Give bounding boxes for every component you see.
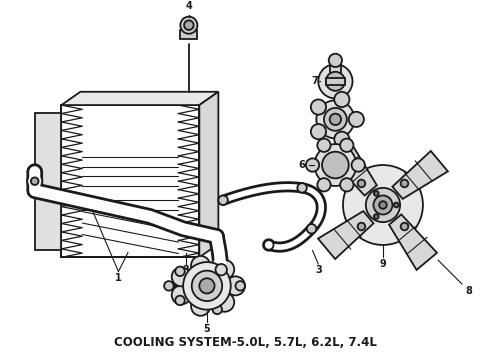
- Circle shape: [31, 177, 39, 185]
- Circle shape: [175, 296, 185, 305]
- Circle shape: [374, 214, 379, 219]
- Text: 8: 8: [465, 285, 472, 296]
- Circle shape: [334, 92, 349, 107]
- Text: 5: 5: [203, 324, 210, 334]
- Polygon shape: [35, 113, 61, 250]
- Circle shape: [192, 271, 222, 301]
- Bar: [180, 30, 197, 40]
- Bar: [61, 105, 199, 257]
- Text: 9: 9: [380, 259, 386, 269]
- Circle shape: [340, 139, 353, 152]
- Circle shape: [366, 188, 400, 222]
- Circle shape: [307, 224, 317, 234]
- Circle shape: [374, 191, 379, 196]
- Circle shape: [401, 223, 408, 230]
- Bar: [326, 77, 345, 85]
- Circle shape: [394, 203, 399, 207]
- Circle shape: [340, 178, 353, 192]
- Circle shape: [213, 305, 222, 314]
- Polygon shape: [199, 92, 219, 257]
- Circle shape: [326, 72, 345, 91]
- Circle shape: [322, 152, 349, 178]
- Bar: [330, 60, 341, 81]
- Circle shape: [373, 195, 392, 215]
- Circle shape: [311, 99, 326, 115]
- Circle shape: [199, 278, 215, 293]
- Circle shape: [191, 297, 210, 316]
- Circle shape: [329, 54, 342, 67]
- Circle shape: [401, 180, 408, 187]
- Text: 7: 7: [311, 76, 318, 86]
- Circle shape: [349, 112, 364, 127]
- Circle shape: [334, 132, 349, 147]
- Text: 6: 6: [299, 160, 305, 170]
- Circle shape: [318, 178, 331, 192]
- Circle shape: [175, 266, 185, 276]
- Circle shape: [311, 124, 326, 139]
- Text: 4: 4: [186, 1, 192, 11]
- Bar: [61, 105, 199, 257]
- Circle shape: [324, 108, 347, 131]
- Circle shape: [306, 158, 319, 172]
- Text: 3: 3: [315, 265, 321, 275]
- Circle shape: [317, 100, 354, 138]
- Circle shape: [191, 256, 210, 275]
- Circle shape: [330, 114, 341, 125]
- Circle shape: [236, 281, 245, 291]
- Text: 2: 2: [183, 265, 190, 275]
- Polygon shape: [329, 140, 377, 195]
- Circle shape: [318, 139, 331, 152]
- Circle shape: [219, 195, 228, 205]
- Circle shape: [215, 260, 234, 279]
- Circle shape: [27, 174, 42, 189]
- Circle shape: [358, 223, 365, 230]
- Circle shape: [377, 199, 389, 211]
- Polygon shape: [61, 92, 219, 105]
- Circle shape: [172, 267, 191, 286]
- Text: COOLING SYSTEM-5.0L, 5.7L, 6.2L, 7.4L: COOLING SYSTEM-5.0L, 5.7L, 6.2L, 7.4L: [114, 337, 376, 350]
- Circle shape: [351, 158, 365, 172]
- Circle shape: [343, 165, 423, 245]
- Circle shape: [215, 293, 234, 312]
- Circle shape: [379, 201, 387, 209]
- Circle shape: [358, 180, 365, 187]
- Circle shape: [164, 281, 173, 291]
- Circle shape: [180, 17, 197, 34]
- Polygon shape: [392, 151, 448, 199]
- Circle shape: [264, 240, 273, 250]
- Circle shape: [213, 258, 222, 267]
- Text: 1: 1: [115, 273, 122, 283]
- Circle shape: [315, 144, 356, 186]
- Circle shape: [216, 264, 227, 275]
- Circle shape: [226, 276, 245, 295]
- Circle shape: [184, 21, 194, 30]
- Polygon shape: [389, 215, 437, 270]
- Polygon shape: [318, 211, 373, 259]
- Circle shape: [172, 285, 191, 305]
- Circle shape: [297, 183, 307, 193]
- Circle shape: [183, 262, 231, 310]
- Circle shape: [318, 64, 352, 98]
